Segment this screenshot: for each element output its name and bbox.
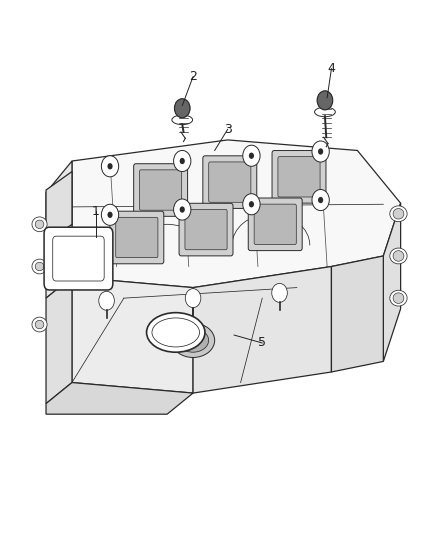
Ellipse shape bbox=[171, 323, 215, 358]
Circle shape bbox=[180, 158, 185, 164]
Circle shape bbox=[243, 145, 260, 166]
Polygon shape bbox=[46, 172, 72, 243]
Circle shape bbox=[107, 212, 113, 218]
Circle shape bbox=[185, 289, 201, 308]
Ellipse shape bbox=[32, 317, 47, 332]
Text: 2: 2 bbox=[189, 70, 197, 83]
Polygon shape bbox=[46, 383, 193, 414]
Circle shape bbox=[249, 152, 254, 159]
Ellipse shape bbox=[172, 115, 193, 125]
FancyBboxPatch shape bbox=[248, 198, 302, 251]
FancyBboxPatch shape bbox=[278, 157, 320, 197]
Ellipse shape bbox=[177, 328, 208, 352]
FancyBboxPatch shape bbox=[134, 164, 187, 216]
Ellipse shape bbox=[390, 206, 407, 222]
FancyBboxPatch shape bbox=[53, 236, 104, 281]
FancyBboxPatch shape bbox=[272, 150, 326, 203]
Ellipse shape bbox=[393, 251, 404, 261]
Circle shape bbox=[174, 99, 190, 118]
Circle shape bbox=[272, 284, 287, 302]
Circle shape bbox=[172, 107, 193, 133]
Circle shape bbox=[312, 141, 329, 162]
Circle shape bbox=[173, 199, 191, 220]
FancyBboxPatch shape bbox=[140, 170, 182, 210]
Ellipse shape bbox=[32, 217, 47, 232]
Circle shape bbox=[99, 292, 114, 310]
Circle shape bbox=[101, 156, 119, 177]
Text: 4: 4 bbox=[328, 62, 336, 75]
Ellipse shape bbox=[35, 262, 44, 271]
Circle shape bbox=[243, 193, 260, 215]
Circle shape bbox=[101, 204, 119, 225]
Polygon shape bbox=[383, 203, 401, 361]
FancyBboxPatch shape bbox=[209, 162, 251, 203]
Ellipse shape bbox=[35, 320, 44, 329]
Circle shape bbox=[107, 163, 113, 169]
Text: 3: 3 bbox=[224, 123, 232, 136]
FancyBboxPatch shape bbox=[254, 204, 296, 245]
Polygon shape bbox=[72, 277, 193, 393]
Ellipse shape bbox=[152, 318, 200, 347]
FancyBboxPatch shape bbox=[110, 211, 164, 264]
FancyBboxPatch shape bbox=[116, 217, 158, 257]
Circle shape bbox=[317, 91, 333, 110]
Ellipse shape bbox=[32, 259, 47, 274]
Polygon shape bbox=[46, 277, 72, 403]
Ellipse shape bbox=[390, 290, 407, 306]
FancyBboxPatch shape bbox=[203, 156, 257, 208]
Polygon shape bbox=[193, 266, 332, 393]
Circle shape bbox=[180, 206, 185, 213]
Ellipse shape bbox=[147, 313, 205, 352]
Text: 5: 5 bbox=[258, 336, 266, 350]
Polygon shape bbox=[46, 161, 72, 298]
FancyBboxPatch shape bbox=[179, 203, 233, 256]
Circle shape bbox=[318, 197, 323, 203]
Circle shape bbox=[312, 190, 329, 211]
Text: 1: 1 bbox=[92, 205, 100, 217]
Ellipse shape bbox=[390, 248, 407, 264]
Ellipse shape bbox=[35, 220, 44, 229]
Ellipse shape bbox=[393, 293, 404, 303]
Polygon shape bbox=[332, 256, 383, 372]
Circle shape bbox=[249, 201, 254, 207]
Polygon shape bbox=[72, 140, 401, 288]
Ellipse shape bbox=[393, 208, 404, 219]
Circle shape bbox=[318, 148, 323, 155]
FancyBboxPatch shape bbox=[185, 209, 227, 250]
Circle shape bbox=[173, 150, 191, 172]
FancyBboxPatch shape bbox=[44, 227, 113, 290]
Ellipse shape bbox=[314, 107, 336, 117]
